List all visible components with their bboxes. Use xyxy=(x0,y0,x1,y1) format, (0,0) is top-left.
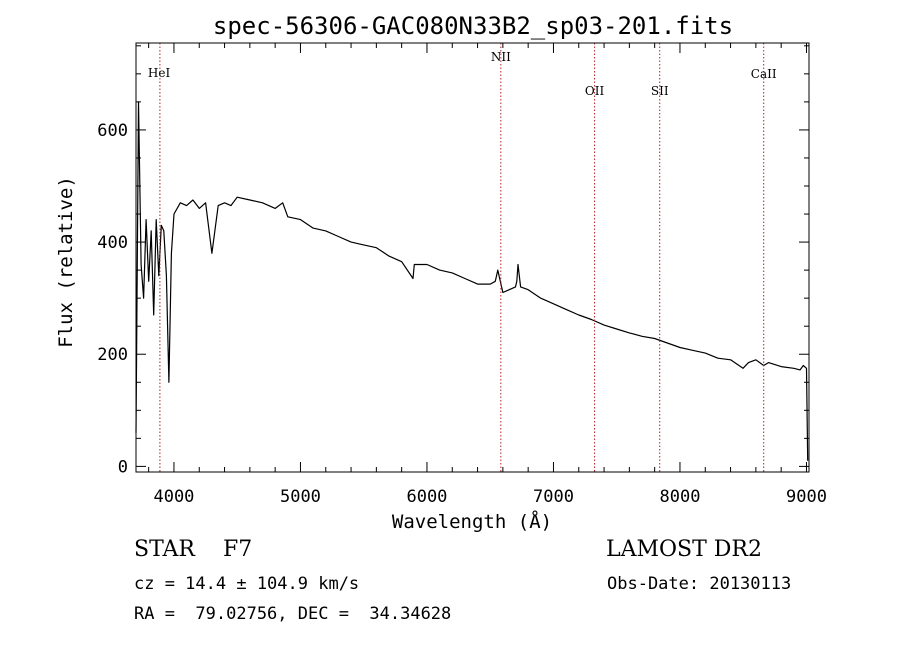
x-tick-label: 9000 xyxy=(786,487,827,507)
y-axis-label: Flux (relative) xyxy=(55,176,77,348)
x-tick-label: 5000 xyxy=(280,487,321,507)
x-tick-label: 6000 xyxy=(406,487,447,507)
y-tick-label: 200 xyxy=(97,345,128,365)
spectral-line-label: OII xyxy=(585,84,605,98)
y-tick-label: 0 xyxy=(118,457,128,477)
spectral-line-markers: HeI NII OII SII CaII xyxy=(148,43,777,472)
plot-frame xyxy=(135,42,810,473)
plot-area xyxy=(135,101,809,461)
survey-name: LAMOST DR2 xyxy=(606,537,762,562)
x-axis-label: Wavelength (Å) xyxy=(392,510,552,533)
spectral-line-label: HeI xyxy=(148,66,171,80)
y-tick-label: 400 xyxy=(97,233,128,253)
axis-ticks: 4000 5000 6000 7000 8000 9000 0 200 400 600 xyxy=(97,43,827,507)
spectral-line-label: CaII xyxy=(751,67,777,81)
object-class: STAR F7 xyxy=(134,537,253,562)
x-tick-label: 8000 xyxy=(659,487,700,507)
coordinates: RA = 79.02756, DEC = 34.34628 xyxy=(134,604,452,624)
chart-title: spec-56306-GAC080N33B2_sp03-201.fits xyxy=(213,12,733,40)
observation-date: Obs-Date: 20130113 xyxy=(607,574,792,594)
spectral-line-label: SII xyxy=(651,84,669,98)
redshift-velocity: cz = 14.4 ± 104.9 km/s xyxy=(134,574,360,594)
spectrum-series-line xyxy=(135,101,809,461)
y-tick-label: 600 xyxy=(97,121,128,141)
x-tick-label: 7000 xyxy=(533,487,574,507)
x-tick-label: 4000 xyxy=(153,487,194,507)
spectral-line-label: NII xyxy=(491,50,511,64)
